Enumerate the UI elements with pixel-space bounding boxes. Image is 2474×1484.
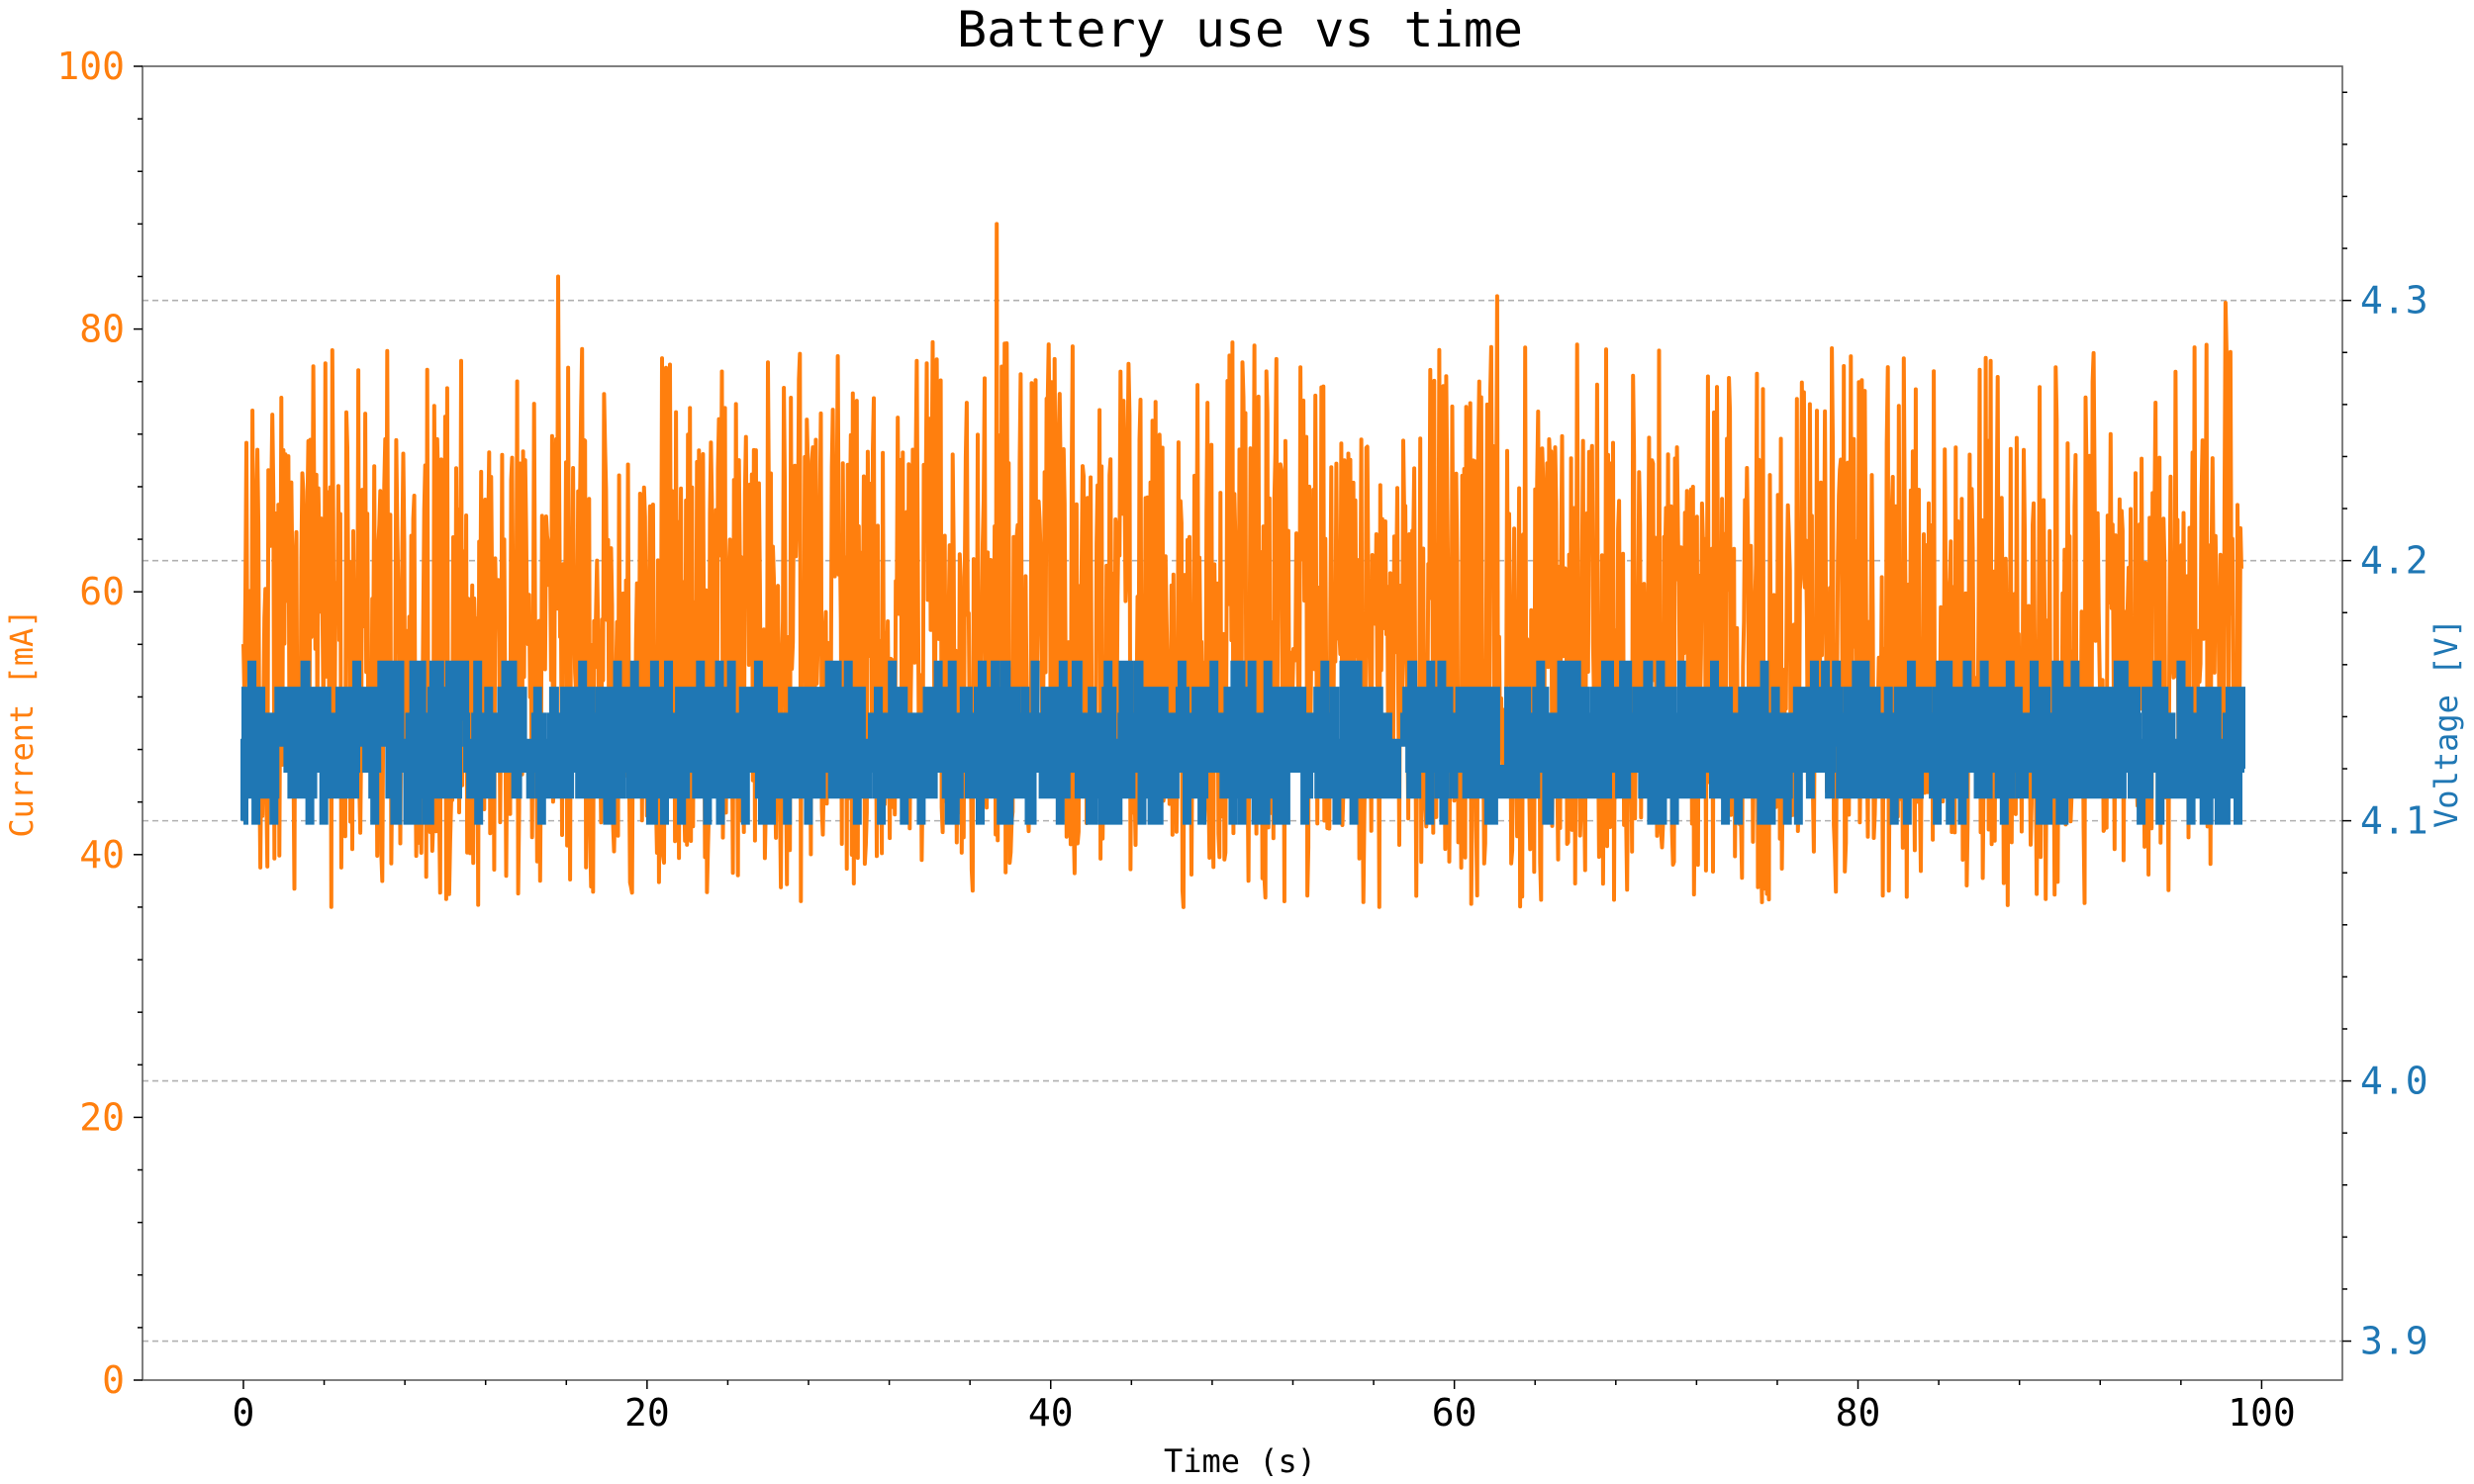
voltage-series (240, 660, 2245, 825)
right-axis-ticks: 3.9 4.0 4.1 4.2 4.3 (2342, 91, 2428, 1363)
x-tick-label-4: 80 (1836, 1391, 1881, 1435)
x-tick-label-3: 60 (1432, 1391, 1477, 1435)
right-axis-label: Voltage [V] (2427, 618, 2465, 828)
x-tick-label-1: 20 (624, 1391, 670, 1435)
right-tick-label-1: 4.0 (2360, 1060, 2428, 1103)
right-tick-label-0: 3.9 (2360, 1320, 2428, 1363)
left-axis-label: Current [mA] (3, 608, 41, 837)
current-line (241, 222, 2243, 909)
plot-frame (142, 65, 2343, 1381)
current-series (241, 222, 2243, 909)
x-tick-label-5: 100 (2228, 1391, 2296, 1435)
x-axis-label: Time (s) (1164, 1442, 1316, 1480)
left-tick-label-5: 100 (56, 45, 125, 88)
x-tick-label-2: 40 (1028, 1391, 1074, 1435)
left-tick-label-2: 40 (79, 833, 125, 877)
right-tick-label-3: 4.2 (2360, 539, 2428, 583)
left-tick-label-0: 0 (102, 1358, 125, 1402)
left-tick-label-3: 60 (79, 570, 125, 613)
chart-title: Battery use vs time (957, 1, 1523, 58)
left-tick-label-1: 20 (79, 1095, 125, 1139)
x-axis-ticks: 0 20 40 60 80 100 (233, 1380, 2296, 1435)
right-tick-label-2: 4.1 (2360, 799, 2428, 843)
left-tick-label-4: 80 (79, 308, 125, 351)
x-tick-label-0: 0 (233, 1391, 255, 1435)
left-axis-ticks: 0 20 40 60 80 100 (56, 45, 143, 1402)
voltage-line (240, 660, 2245, 825)
right-tick-label-4: 4.3 (2360, 279, 2428, 323)
